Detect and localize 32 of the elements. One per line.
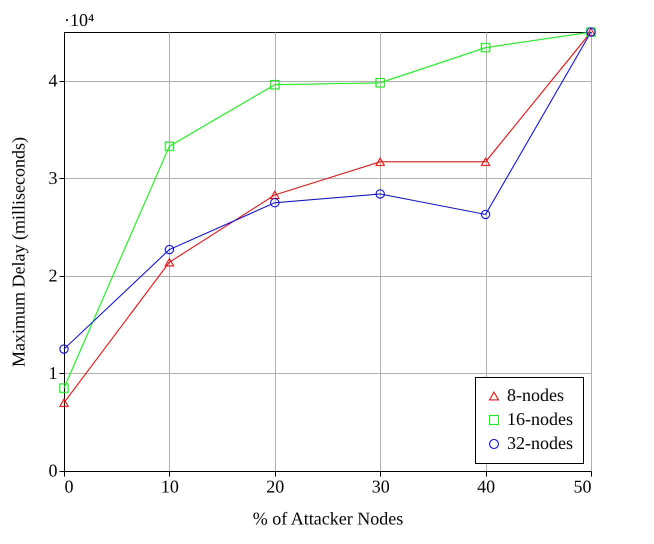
y-tick-label: 4: [48, 70, 58, 90]
point: [480, 42, 490, 52]
point: [164, 258, 174, 266]
point: [270, 80, 280, 90]
x-tick-label: 30: [372, 476, 390, 496]
point: [164, 244, 174, 254]
x-tick-label: 0: [64, 476, 74, 496]
point: [480, 158, 490, 166]
y-tick-label: 2: [48, 265, 58, 286]
point: [376, 189, 385, 199]
point: [59, 344, 69, 354]
point: [376, 78, 385, 88]
legend-label: 16-nodes: [507, 409, 573, 429]
x-axis-title: % of Attacker Nodes: [252, 508, 404, 528]
point: [480, 210, 490, 220]
text: ·10⁴: [64, 10, 94, 30]
point: [59, 383, 69, 393]
x-tick-label: 40: [477, 476, 496, 496]
y-tick-label: 1: [48, 362, 58, 383]
point: [59, 398, 69, 407]
y-axis-title: Maximum Delay (milliseconds): [8, 137, 28, 367]
legend-label: 32-nodes: [507, 433, 573, 453]
point: [376, 158, 385, 166]
x-tick-label: 10: [160, 476, 179, 496]
point: [270, 190, 280, 200]
legend-label: 8-nodes: [507, 385, 564, 405]
point: [270, 198, 280, 208]
x-tick-label: 50: [574, 476, 592, 496]
x-tick-label: 20: [266, 476, 284, 496]
y-tick-label: 3: [48, 168, 58, 188]
y-tick-label: 0: [48, 460, 58, 480]
point: [164, 141, 174, 151]
